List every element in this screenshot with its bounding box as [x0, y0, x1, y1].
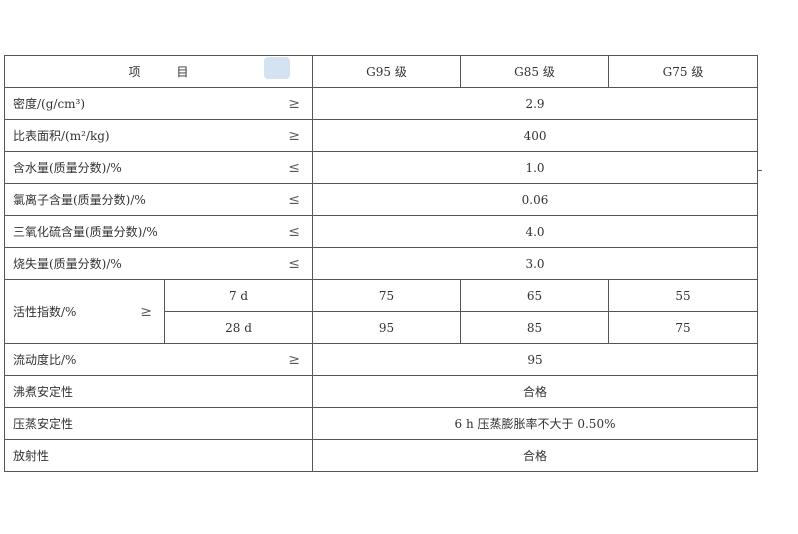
age-label: 7 d	[163, 279, 314, 312]
row-value: 2.9	[312, 87, 759, 120]
table-row: 流动度比/% ≥95	[3, 343, 759, 376]
table-header-row: 项 目 G95 级 G85 级 G75 级	[3, 55, 759, 88]
table-row: 压蒸安定性 6 h 压蒸膨胀率不大于 0.50%	[3, 407, 759, 440]
row-symbol: ≤	[288, 223, 301, 240]
table-row: 三氧化硫含量(质量分数)/% ≤4.0	[3, 215, 759, 248]
table-row: 密度/(g/cm³) ≥2.9	[3, 87, 759, 120]
header-item: 项 目	[3, 55, 314, 88]
row-label: 压蒸安定性	[13, 417, 74, 431]
row-value: 95	[312, 311, 462, 344]
row-symbol: ≥	[140, 303, 152, 320]
row-label: 烧失量(质量分数)/%	[13, 257, 122, 271]
row-value: 3.0	[312, 247, 759, 280]
row-symbol: ≤	[288, 191, 301, 208]
row-label: 沸煮安定性	[13, 385, 74, 399]
row-value: 合格	[312, 375, 759, 408]
row-value: 85	[460, 311, 610, 344]
margin-tick	[757, 170, 762, 171]
row-label: 流动度比/%	[13, 353, 77, 367]
row-symbol: ≤	[288, 255, 301, 272]
table-row: 烧失量(质量分数)/% ≤3.0	[3, 247, 759, 280]
row-value: 0.06	[312, 183, 759, 216]
row-label: 密度/(g/cm³)	[13, 97, 86, 111]
header-grade: G75 级	[608, 55, 759, 88]
header-grade: G95 级	[312, 55, 462, 88]
row-value: 75	[608, 311, 759, 344]
row-value: 4.0	[312, 215, 759, 248]
row-value: 1.0	[312, 151, 759, 184]
row-symbol: ≤	[288, 159, 301, 176]
row-label: 比表面积/(m²/kg)	[13, 129, 110, 143]
row-label: 三氧化硫含量(质量分数)/%	[13, 225, 158, 239]
row-symbol: ≥	[288, 351, 301, 368]
table-row: 放射性 合格	[3, 439, 759, 472]
row-value: 400	[312, 119, 759, 152]
row-value: 合格	[312, 439, 759, 472]
row-value: 75	[312, 279, 462, 312]
row-label: 活性指数/%	[13, 305, 77, 319]
table-row: 氯离子含量(质量分数)/% ≤0.06	[3, 183, 759, 216]
header-grade: G85 级	[460, 55, 610, 88]
row-label: 放射性	[13, 449, 50, 463]
row-value: 95	[312, 343, 759, 376]
row-symbol: ≥	[288, 95, 301, 112]
table-row: 含水量(质量分数)/% ≤1.0	[3, 151, 759, 184]
table-row: 比表面积/(m²/kg) ≥400	[3, 119, 759, 152]
spec-table: 项 目 G95 级 G85 级 G75 级 密度/(g/cm³) ≥2.9 比表面…	[3, 55, 759, 472]
row-label: 含水量(质量分数)/%	[13, 161, 122, 175]
table-row: 28 d 95 85 75	[5, 311, 759, 344]
table-row: 沸煮安定性 合格	[3, 375, 759, 408]
age-label: 28 d	[163, 311, 314, 344]
table-row: 活性指数/% ≥ 7 d 75 65 55	[4, 279, 759, 344]
row-value: 55	[608, 279, 759, 312]
row-symbol: ≥	[288, 127, 301, 144]
row-label: 氯离子含量(质量分数)/%	[13, 193, 146, 207]
row-value: 6 h 压蒸膨胀率不大于 0.50%	[312, 407, 759, 440]
row-value: 65	[460, 279, 610, 312]
